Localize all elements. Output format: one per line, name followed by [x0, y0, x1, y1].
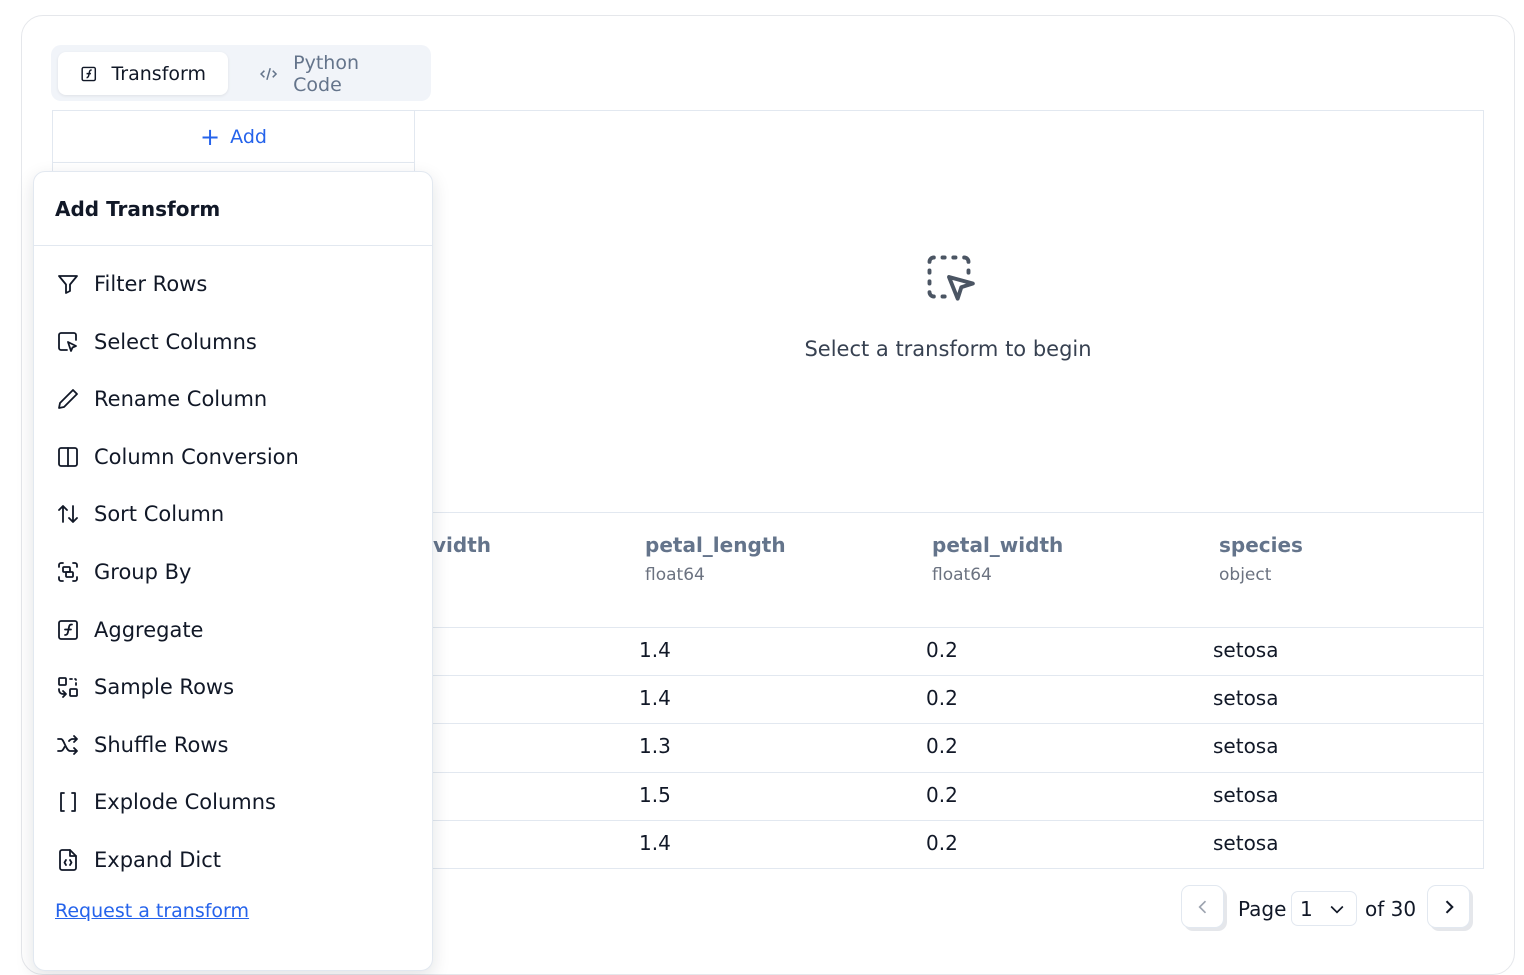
table-cell: 1.4 [639, 830, 671, 855]
column-header[interactable]: petal_length float64 [645, 533, 786, 585]
table-cell: 0.2 [926, 686, 958, 711]
menu-item-shuffle-rows[interactable]: Shuffle Rows [56, 730, 228, 760]
table-row: 1.5 0.2 setosa [414, 771, 1483, 820]
column-header[interactable]: vidth [433, 533, 492, 557]
table-row: 1.3 0.2 setosa [414, 723, 1483, 771]
table-cell: setosa [1213, 734, 1279, 759]
column-header[interactable]: species object [1219, 533, 1303, 585]
group-icon [58, 562, 78, 582]
table-row: 1.4 0.2 setosa [414, 819, 1483, 868]
tab-python-code[interactable]: Python Code [236, 51, 431, 96]
menu-item-group-by[interactable]: Group By [56, 557, 191, 587]
menu-item-label: Column Conversion [94, 444, 299, 469]
table-cell: 1.5 [639, 782, 671, 807]
tab-label: Transform [111, 62, 206, 85]
menu-item-label: Sort Column [94, 502, 225, 527]
function-square-icon [58, 619, 78, 640]
table-cell: 1.4 [639, 638, 671, 662]
brackets-icon [60, 792, 76, 813]
table-cell: 0.2 [926, 734, 958, 759]
sort-arrows-icon [58, 505, 78, 524]
popup-title: Add Transform [34, 172, 432, 246]
tab-label: Python Code [293, 51, 360, 96]
pencil-icon [58, 389, 78, 410]
empty-state-text: Select a transform to begin [804, 337, 1092, 361]
menu-item-label: Expand Dict [94, 848, 221, 872]
filter-icon [58, 275, 78, 294]
data-table: vidth petal_length float64 petal_width flo… [414, 512, 1483, 855]
chevron-down-icon [1330, 905, 1344, 914]
menu-item-select-columns[interactable]: Select Columns [56, 327, 257, 357]
table-cell: setosa [1213, 638, 1279, 662]
next-page-button[interactable] [1427, 885, 1470, 928]
table-cell: 0.2 [926, 638, 958, 662]
table-cell: 0.2 [926, 782, 958, 807]
prev-page-button[interactable] [1181, 885, 1224, 928]
menu-item-column-conversion[interactable]: Column Conversion [56, 442, 299, 472]
table-row: 1.4 0.2 setosa [414, 627, 1483, 675]
menu-item-expand-dict[interactable]: Expand Dict [56, 845, 221, 875]
menu-item-explode-columns[interactable]: Explode Columns [56, 787, 276, 817]
chevron-right-icon [1445, 899, 1454, 914]
menu-item-filter-rows[interactable]: Filter Rows [56, 269, 207, 299]
page-label: Page [1238, 897, 1287, 921]
table-cell: 1.4 [639, 686, 671, 711]
add-transform-button[interactable]: + Add [53, 111, 414, 163]
table-cell: setosa [1213, 782, 1279, 807]
menu-item-label: Group By [94, 560, 192, 584]
table-row: 1.4 0.2 setosa [414, 675, 1483, 723]
menu-item-label: Explode Columns [94, 790, 276, 815]
chevron-left-icon [1197, 900, 1206, 913]
menu-item-label: Select Columns [94, 329, 257, 354]
file-json-icon [59, 849, 77, 871]
tab-bar: Transform Python Code [51, 45, 431, 101]
request-transform-link[interactable]: Request a transform [55, 900, 250, 922]
function-square-icon [81, 66, 97, 81]
dashed-select-pointer-icon [927, 255, 975, 301]
page-select[interactable]: 1 [1291, 891, 1357, 926]
menu-item-aggregate[interactable]: Aggregate [56, 615, 203, 645]
plus-icon: + [200, 122, 221, 151]
menu-item-label: Shuffle Rows [94, 732, 229, 757]
shuffle-icon [57, 734, 78, 755]
menu-item-label: Aggregate [94, 617, 204, 642]
column-header[interactable]: petal_width float64 [932, 533, 1064, 585]
table-cell: 1.3 [639, 734, 671, 759]
menu-item-sample-rows[interactable]: Sample Rows [56, 672, 234, 702]
add-transform-popup: Add Transform Filter Rows Select Columns R… [33, 171, 433, 971]
menu-item-rename-column[interactable]: Rename Column [56, 384, 267, 414]
empty-state: Select a transform to begin [414, 251, 1483, 361]
code-icon [260, 67, 278, 80]
preview-panel: Select a transform to begin vidth petal_… [414, 110, 1484, 869]
menu-item-label: Filter Rows [94, 272, 208, 296]
sample-icon [58, 677, 78, 699]
columns-icon [58, 446, 78, 467]
add-label: Add [230, 125, 267, 148]
page-count: of 30 [1365, 897, 1417, 921]
page-select-value: 1 [1300, 896, 1313, 921]
select-columns-icon [58, 331, 77, 352]
tab-transform[interactable]: Transform [58, 52, 228, 95]
table-cell: setosa [1213, 830, 1279, 855]
table-cell: 0.2 [926, 830, 958, 855]
menu-item-label: Rename Column [94, 387, 268, 412]
table-cell: setosa [1213, 686, 1279, 711]
menu-item-sort-column[interactable]: Sort Column [56, 499, 224, 529]
menu-item-label: Sample Rows [94, 675, 235, 700]
